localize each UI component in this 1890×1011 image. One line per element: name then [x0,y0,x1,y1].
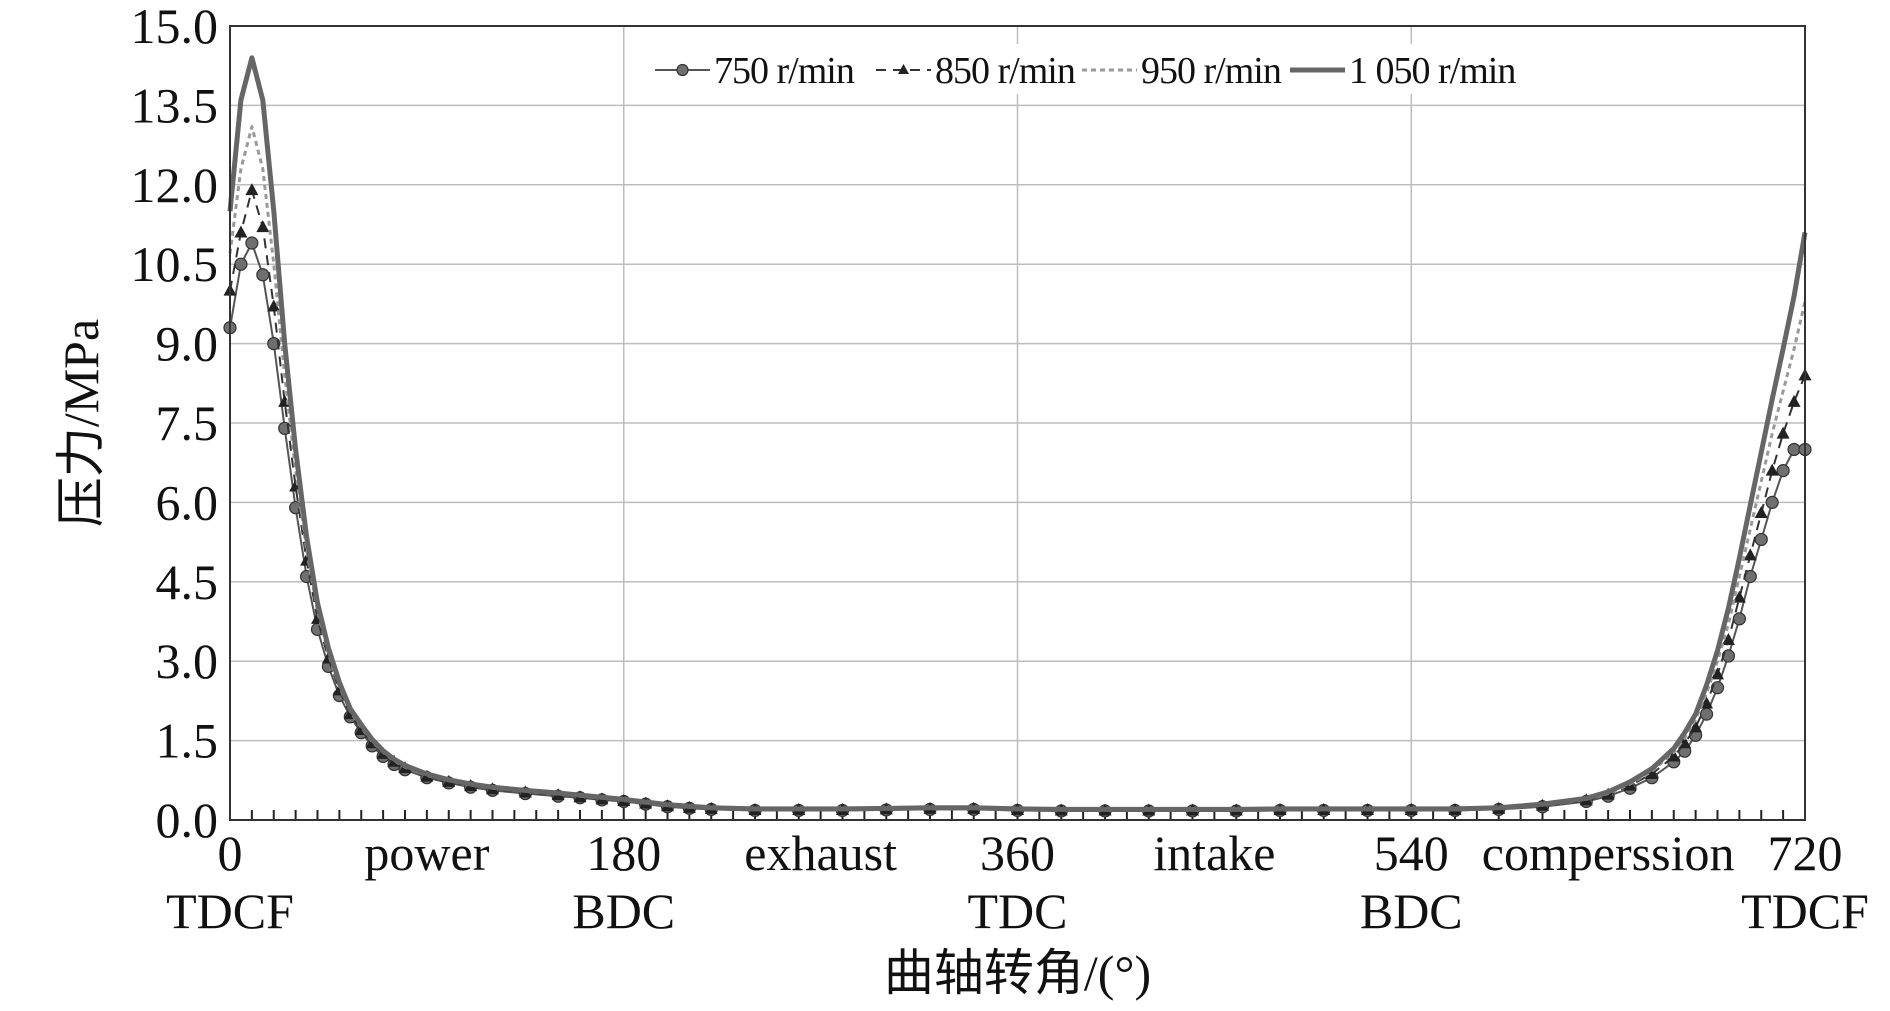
x-tick-label: 360 [980,825,1055,881]
y-tick-label: 12.0 [131,157,219,213]
data-point-triangle [1711,667,1724,680]
y-tick-label: 7.5 [156,395,219,451]
data-point-triangle [256,220,270,233]
plot-frame [229,25,1806,821]
data-point-triangle [234,225,248,238]
data-point-triangle [1765,463,1779,476]
x-tick-label: 0 [218,825,243,881]
y-tick-label: 3.0 [156,633,219,689]
y-tick-label: 6.0 [156,474,219,530]
data-point-triangle [1678,736,1692,749]
legend-marker-circle [676,63,689,77]
legend-label: 750 r/min [714,50,855,92]
data-point-triangle [1787,394,1801,407]
legend-label: 850 r/min [935,50,1076,92]
data-point-circle [1754,532,1768,547]
data-point-triangle [1689,720,1703,733]
x-tick-sublabel: TDCF [1741,883,1869,939]
y-tick-label: 13.5 [131,77,219,133]
data-point-circle [245,236,259,250]
x-tick-label: comperssion [1482,825,1735,881]
data-point-circle [234,257,248,271]
data-point-circle [1776,464,1790,478]
data-point-circle [1699,707,1714,721]
x-tick-label: intake [1153,825,1275,881]
legend-label: 950 r/min [1141,50,1282,92]
data-point-triangle [1700,696,1714,709]
y-tick-label: 15.0 [131,0,219,54]
x-tick-sublabel: BDC [572,883,675,939]
data-point-triangle [1732,590,1746,603]
data-point-triangle [1754,505,1768,518]
legend-background [640,44,1540,94]
data-point-triangle [245,183,259,196]
legend-label: 1 050 r/min [1349,50,1516,92]
y-tick-label: 10.5 [131,236,219,292]
y-tick-label: 1.5 [156,713,219,769]
data-point-triangle [1645,766,1659,779]
x-tick-sublabel: TDC [968,883,1068,939]
y-tick-labels: 0.0 1.5 3.0 4.5 6.0 7.5 9.0 10.5 12.0 13.5 15.0 [131,0,219,848]
data-point-circle [1765,495,1779,509]
x-tick-label: 180 [586,825,661,881]
data-point-triangle [1776,426,1790,439]
x-tick-label: power [364,825,489,881]
data-point-triangle [1743,548,1757,561]
y-tick-label: 0.0 [156,792,219,848]
x-tick-sublabel: BDC [1360,883,1463,939]
y-axis-title: 压力/MPa [53,319,109,527]
x-tick-label: exhaust [744,825,897,881]
x-tick-sublabel: TDCF [166,883,294,939]
x-tick-label: 540 [1374,825,1449,881]
y-tick-label: 9.0 [156,316,219,372]
data-point-circle [256,268,270,282]
legend-marker-triangle [898,64,909,74]
data-point-triangle [267,299,281,312]
x-tick-label: 720 [1768,825,1843,881]
series-layer [223,55,1812,818]
data-point-triangle [1667,749,1681,762]
y-tick-label: 4.5 [156,554,219,610]
data-point-triangle [1721,633,1735,646]
data-point-circle [1787,442,1801,457]
grid-layer [230,25,1805,821]
data-point-circle [1732,612,1746,626]
legend: 750 r/min 850 r/min 950 r/min 1 050 r/min [640,44,1540,94]
series-line [227,55,1808,812]
x-axis-title: 曲轴转角/(°) [884,945,1151,1001]
